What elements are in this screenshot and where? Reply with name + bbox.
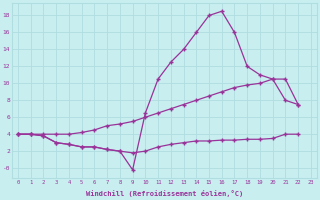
X-axis label: Windchill (Refroidissement éolien,°C): Windchill (Refroidissement éolien,°C)	[86, 190, 243, 197]
